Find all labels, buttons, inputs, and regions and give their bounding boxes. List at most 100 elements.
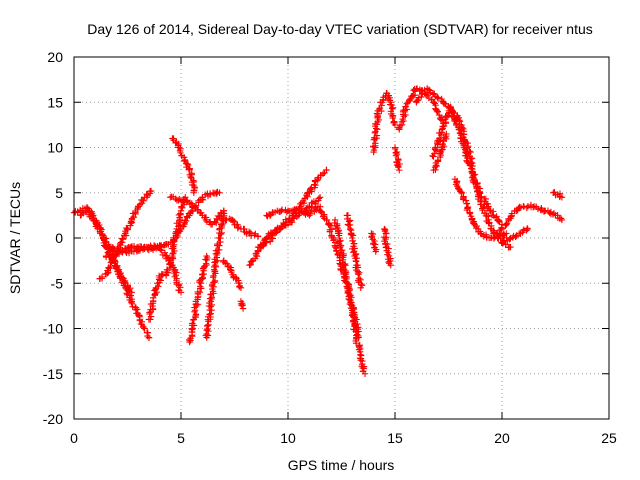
data-point (462, 197, 470, 204)
series-arc27 (429, 103, 506, 228)
data-point (147, 187, 155, 195)
data-point (235, 279, 242, 287)
data-point (486, 206, 494, 214)
data-point (128, 299, 135, 306)
data-point (498, 225, 506, 232)
data-point (375, 105, 383, 113)
series-arc13 (220, 215, 262, 240)
data-point (266, 212, 274, 219)
data-point (459, 124, 466, 131)
data-point (90, 216, 97, 224)
data-point (357, 356, 364, 364)
series-arc28 (430, 130, 450, 174)
x-tick-label: 15 (387, 430, 403, 446)
data-point (437, 136, 444, 144)
x-tick-label: 10 (280, 430, 296, 446)
data-point (316, 194, 324, 201)
data-point (491, 234, 499, 241)
y-tick-label: -15 (43, 366, 63, 382)
data-point (384, 240, 391, 248)
data-point (234, 224, 241, 232)
data-point (391, 121, 399, 129)
data-point (134, 206, 141, 213)
data-point (319, 170, 327, 177)
series-arc25 (395, 85, 446, 133)
data-point (372, 248, 379, 255)
data-point (551, 189, 558, 196)
data-point (213, 219, 220, 227)
data-point (417, 93, 425, 101)
data-point (352, 340, 360, 347)
data-point (502, 221, 510, 228)
series-arc18 (331, 216, 369, 377)
data-point (403, 100, 410, 107)
data-point (207, 310, 214, 317)
data-point (254, 232, 262, 240)
data-point (203, 252, 210, 260)
series-arc14 (237, 298, 247, 312)
data-point (196, 283, 204, 290)
data-point (150, 244, 158, 251)
data-point (439, 140, 446, 148)
data-point (433, 162, 440, 170)
data-point (396, 166, 403, 174)
data-point (347, 226, 354, 233)
data-point (353, 316, 360, 323)
data-point (496, 230, 503, 238)
data-point (434, 108, 441, 116)
data-point (146, 309, 153, 316)
data-point (106, 253, 113, 261)
data-point (422, 91, 430, 98)
data-point (119, 235, 127, 242)
data-point (211, 277, 219, 285)
data-point (410, 86, 417, 94)
data-point (406, 96, 413, 104)
data-point (342, 278, 349, 285)
series-arc11 (202, 207, 228, 341)
data-point (145, 334, 153, 341)
data-point (485, 219, 492, 226)
data-point (370, 240, 377, 248)
data-point (453, 120, 460, 127)
series-arc19 (343, 212, 366, 291)
data-point (222, 259, 229, 267)
data-point (141, 325, 148, 332)
data-point (441, 134, 449, 141)
data-point (434, 95, 442, 102)
data-point (393, 158, 400, 166)
data-point (315, 195, 323, 202)
data-point (395, 164, 402, 171)
axis-ticks: 0 5 10 15 20 25 -20 -15 -10 -5 0 5 10 15 20 (43, 49, 617, 446)
series-arc20 (349, 311, 360, 323)
data-point (114, 247, 122, 254)
data-point (458, 189, 465, 197)
data-point (355, 271, 362, 278)
series-arc23 (369, 90, 399, 156)
y-tick-label: 20 (47, 49, 63, 65)
data-point (278, 207, 285, 215)
data-point (425, 86, 433, 93)
data-point (554, 214, 562, 222)
data-point (158, 247, 165, 254)
data-point (110, 245, 117, 252)
y-tick-label: 10 (47, 140, 63, 156)
series-arc2 (77, 207, 135, 296)
data-point (127, 285, 134, 292)
data-point (191, 203, 198, 210)
series-arc30 (494, 201, 566, 238)
data-point (436, 135, 443, 142)
series-arc7 (156, 243, 185, 296)
data-point (280, 219, 287, 227)
data-point (122, 248, 130, 256)
data-point (214, 246, 222, 254)
data-point (353, 254, 361, 262)
data-point (476, 190, 484, 197)
data-point (140, 323, 147, 331)
x-tick-label: 25 (601, 430, 617, 446)
data-point (307, 185, 314, 193)
data-point (194, 206, 201, 213)
data-point (538, 204, 545, 212)
data-point (216, 189, 223, 196)
series-arc31 (498, 225, 531, 246)
